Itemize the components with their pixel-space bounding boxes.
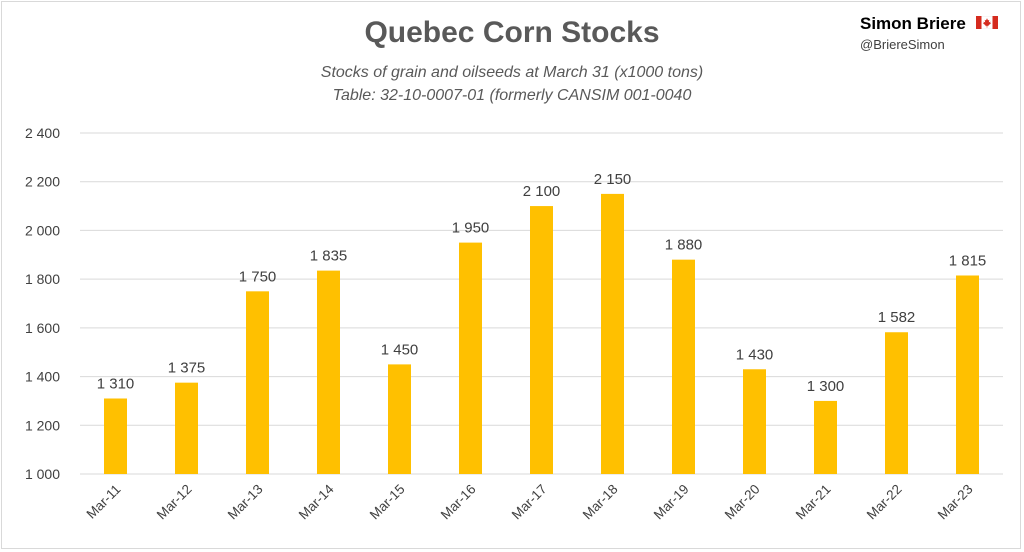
bar xyxy=(175,382,198,474)
y-tick-label: 2 200 xyxy=(25,174,60,190)
data-label: 1 835 xyxy=(310,248,348,265)
x-tick-label: Mar-23 xyxy=(935,482,976,523)
y-tick-label: 1 200 xyxy=(25,417,60,433)
data-label: 1 950 xyxy=(452,220,490,237)
y-tick-label: 1 000 xyxy=(25,466,60,482)
x-tick-label: Mar-14 xyxy=(296,481,337,522)
bar xyxy=(956,275,979,474)
data-label: 2 150 xyxy=(594,171,632,188)
x-tick-label: Mar-17 xyxy=(509,482,550,523)
bar xyxy=(601,193,624,474)
bar xyxy=(672,259,695,474)
x-tick-label: Mar-18 xyxy=(580,482,621,523)
author-handle: @BriereSimon xyxy=(860,37,945,52)
x-tick-label: Mar-19 xyxy=(651,482,692,523)
bar xyxy=(459,242,482,474)
author-name: Simon Briere xyxy=(860,14,966,33)
y-tick-label: 2 400 xyxy=(25,125,60,141)
data-label: 1 450 xyxy=(381,341,419,358)
chart-title: Quebec Corn Stocks xyxy=(364,16,660,49)
x-tick-label: Mar-13 xyxy=(225,482,266,523)
x-tick-label: Mar-20 xyxy=(722,482,763,523)
data-label: 2 100 xyxy=(523,183,561,200)
bar xyxy=(814,400,837,474)
bar xyxy=(388,364,411,474)
data-label: 1 880 xyxy=(665,237,703,254)
x-tick-label: Mar-21 xyxy=(793,482,834,523)
data-labels: 1 310 1 375 1 750 1 835 1 450 1 950 2 100 2 150… xyxy=(97,171,987,395)
data-label: 1 430 xyxy=(736,346,774,363)
x-tick-label: Mar-11 xyxy=(83,482,123,522)
bar xyxy=(743,369,766,474)
data-label: 1 582 xyxy=(878,309,916,326)
chart-source: Table: 32-10-0007-01 (formerly CANSIM 00… xyxy=(332,87,692,104)
x-axis-ticks: Mar-11 Mar-12 Mar-13 Mar-14 Mar-15 Mar-16 Mar-… xyxy=(83,481,975,522)
y-axis-ticks: 1 000 1 200 1 400 1 600 1 800 2 000 2 200 2 400 xyxy=(25,125,60,482)
bar xyxy=(530,206,553,475)
x-tick-label: Mar-22 xyxy=(864,482,905,523)
bars xyxy=(104,193,979,475)
canada-flag-icon xyxy=(976,16,998,29)
y-tick-label: 1 400 xyxy=(25,369,60,385)
bar xyxy=(104,398,127,474)
bar xyxy=(317,270,340,474)
bar xyxy=(246,291,269,474)
y-tick-label: 1 600 xyxy=(25,320,60,336)
bar xyxy=(885,332,908,474)
data-label: 1 750 xyxy=(239,268,277,285)
y-tick-label: 1 800 xyxy=(25,271,60,287)
x-tick-label: Mar-15 xyxy=(367,482,408,523)
x-tick-label: Mar-16 xyxy=(438,482,479,523)
chart-subtitle: Stocks of grain and oilseeds at March 31… xyxy=(320,64,704,81)
data-label: 1 310 xyxy=(97,375,135,392)
y-tick-label: 2 000 xyxy=(25,222,60,238)
data-label: 1 375 xyxy=(168,360,206,377)
data-label: 1 300 xyxy=(807,378,845,395)
x-tick-label: Mar-12 xyxy=(154,482,195,523)
data-label: 1 815 xyxy=(949,252,987,269)
